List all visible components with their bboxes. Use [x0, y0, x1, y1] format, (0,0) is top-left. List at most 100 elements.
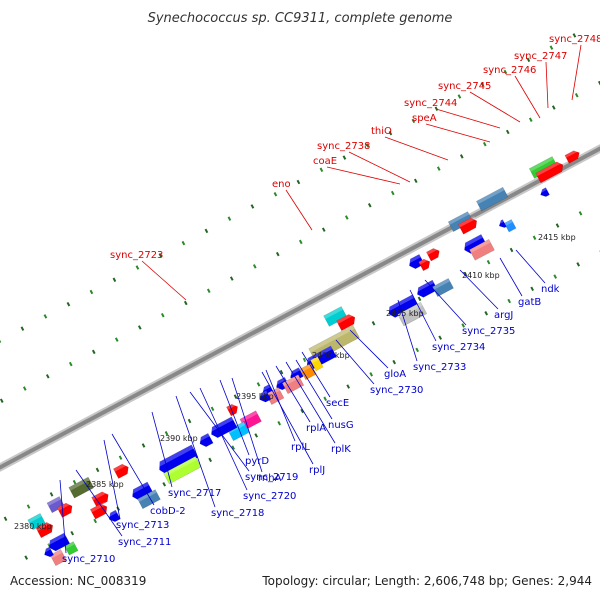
- forward-gene-label[interactable]: sync_2746: [483, 65, 536, 76]
- genome-summary: Topology: circular; Length: 2,606,748 bp…: [262, 574, 592, 588]
- reverse-gene-label[interactable]: sync_2719: [245, 472, 298, 483]
- forward-leader: [326, 166, 401, 185]
- gene-feature[interactable]: [137, 489, 161, 510]
- reverse-gene-label[interactable]: rplK: [331, 444, 351, 455]
- forward-gene-label[interactable]: eno: [272, 179, 291, 190]
- reverse-gene-label[interactable]: gatB: [518, 297, 541, 308]
- guide-dot: [411, 118, 416, 124]
- kbp-tick-label: 2390 kbp: [160, 434, 198, 443]
- gene-feature[interactable]: [457, 216, 479, 235]
- reverse-gene-label[interactable]: argJ: [494, 310, 513, 321]
- gene-feature[interactable]: [535, 160, 566, 184]
- reverse-gene-label[interactable]: sync_2734: [432, 342, 485, 353]
- guide-dot: [137, 325, 142, 330]
- reverse-leader: [59, 479, 67, 554]
- gene-feature[interactable]: [113, 462, 131, 479]
- gene-feature[interactable]: [299, 363, 317, 381]
- guide-dot: [532, 235, 537, 240]
- guide-dot: [68, 361, 73, 367]
- reverse-gene-label[interactable]: ndk: [541, 284, 560, 295]
- gene-feature[interactable]: [469, 239, 495, 261]
- guide-dot: [392, 359, 397, 365]
- guide-dot: [342, 155, 347, 160]
- reverse-gene-label[interactable]: rnhA: [258, 473, 282, 484]
- reverse-gene-label[interactable]: sync_2717: [168, 488, 221, 499]
- reverse-gene-label[interactable]: cobD-2: [150, 506, 186, 517]
- reverse-gene-label[interactable]: rplJ: [309, 465, 325, 476]
- guide-dot: [256, 382, 261, 387]
- gene-feature[interactable]: [257, 390, 272, 405]
- reverse-gene-label[interactable]: sync_2720: [243, 491, 296, 502]
- guide-dot: [365, 143, 370, 148]
- forward-gene-label[interactable]: thiO: [371, 126, 392, 137]
- reverse-gene-label[interactable]: sync_2718: [211, 508, 264, 519]
- gene-feature[interactable]: [538, 187, 550, 199]
- forward-gene-label[interactable]: sync_2723: [110, 250, 163, 261]
- kbp-tick-label: 2400 kbp: [312, 351, 350, 360]
- kbp-tick-label: 2405 kbp: [386, 309, 424, 318]
- kbp-tick-label: 2415 kbp: [538, 233, 576, 242]
- reverse-leader: [275, 365, 311, 423]
- reverse-gene-label[interactable]: secE: [326, 398, 349, 409]
- guide-dot: [507, 298, 512, 304]
- guide-dot: [319, 167, 324, 173]
- gene-feature[interactable]: [27, 513, 46, 531]
- gene-feature[interactable]: [426, 246, 441, 262]
- gene-feature[interactable]: [64, 541, 79, 556]
- gene-feature[interactable]: [432, 278, 454, 297]
- gene-feature[interactable]: [129, 481, 154, 502]
- forward-gene-label[interactable]: sync_2745: [438, 81, 491, 92]
- gene-feature[interactable]: [418, 257, 433, 272]
- gene-feature[interactable]: [497, 219, 507, 230]
- guide-dot: [436, 166, 441, 171]
- reverse-leader: [397, 299, 418, 362]
- reverse-gene-label[interactable]: nusG: [328, 420, 354, 431]
- gene-feature[interactable]: [476, 186, 509, 212]
- gene-feature[interactable]: [197, 432, 214, 448]
- forward-gene-label[interactable]: coaE: [313, 156, 337, 167]
- forward-gene-label[interactable]: sync_2738: [317, 141, 370, 152]
- guide-dot: [530, 286, 535, 292]
- reverse-gene-label[interactable]: sync_2735: [462, 326, 515, 337]
- gene-feature[interactable]: [89, 501, 109, 520]
- gene-feature[interactable]: [56, 501, 75, 518]
- guide-dot: [95, 467, 100, 473]
- guide-dot: [555, 223, 560, 228]
- guide-dot: [208, 457, 213, 463]
- kbp-tick-label: 2395 kbp: [236, 392, 274, 401]
- reverse-gene-label[interactable]: rplL: [291, 442, 310, 453]
- gene-feature[interactable]: [564, 148, 582, 164]
- guide-dot: [43, 314, 48, 319]
- forward-leader: [545, 61, 549, 109]
- reverse-leader: [111, 433, 155, 506]
- guide-dot: [528, 117, 533, 122]
- guide-dot: [279, 369, 284, 375]
- reverse-gene-label[interactable]: pyrD: [245, 456, 269, 467]
- reverse-leader: [335, 339, 375, 385]
- reverse-gene-label[interactable]: sync_2711: [118, 537, 171, 548]
- gene-feature[interactable]: [336, 312, 357, 331]
- gene-feature[interactable]: [503, 219, 517, 233]
- reverse-gene-label[interactable]: gloA: [384, 369, 406, 380]
- reverse-gene-label[interactable]: rplA: [306, 423, 326, 434]
- forward-gene-label[interactable]: speA: [412, 113, 437, 124]
- reverse-leader: [349, 329, 389, 369]
- gene-feature[interactable]: [68, 476, 95, 499]
- gene-feature[interactable]: [42, 546, 54, 559]
- reverse-gene-label[interactable]: sync_2710: [62, 554, 115, 565]
- gene-feature[interactable]: [310, 356, 324, 372]
- reverse-gene-label[interactable]: sync_2713: [116, 520, 169, 531]
- forward-gene-label[interactable]: sync_2747: [514, 51, 567, 62]
- guide-dot: [434, 106, 439, 111]
- reverse-leader: [424, 279, 467, 326]
- guide-dot: [371, 321, 376, 326]
- forward-gene-label[interactable]: sync_2744: [404, 98, 457, 109]
- forward-gene-label[interactable]: sync_2748: [549, 34, 600, 45]
- guide-dot: [505, 129, 510, 135]
- gene-feature[interactable]: [49, 549, 67, 567]
- guide-dot: [415, 347, 420, 353]
- reverse-gene-label[interactable]: sync_2733: [413, 362, 466, 373]
- reverse-gene-label[interactable]: sync_2730: [370, 385, 423, 396]
- gene-feature[interactable]: [35, 520, 55, 539]
